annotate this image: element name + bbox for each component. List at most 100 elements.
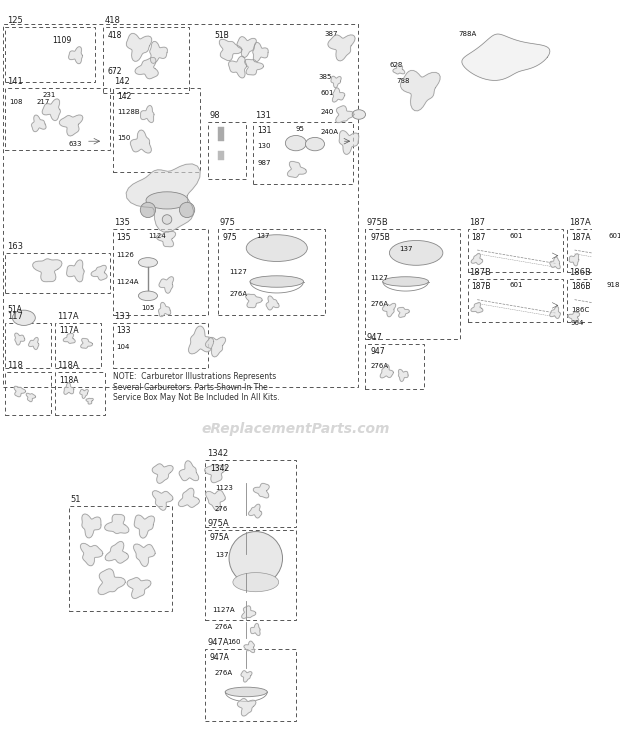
Bar <box>5 323 51 369</box>
Polygon shape <box>568 312 580 322</box>
Bar <box>113 323 208 369</box>
Text: 418: 418 <box>108 32 122 41</box>
Polygon shape <box>42 99 60 121</box>
Text: 1127: 1127 <box>229 269 247 275</box>
Text: 135: 135 <box>115 218 130 227</box>
Text: NOTE:  Carburetor Illustrations Represents
Several Carburetors. Parts Shown In T: NOTE: Carburetor Illustrations Represent… <box>113 372 279 402</box>
Bar <box>5 253 110 293</box>
Polygon shape <box>205 337 226 357</box>
Text: 137: 137 <box>256 233 269 239</box>
Polygon shape <box>253 483 269 498</box>
Polygon shape <box>249 504 262 518</box>
Text: 142: 142 <box>115 77 130 86</box>
Text: 918B: 918B <box>606 283 620 289</box>
Polygon shape <box>397 307 409 317</box>
Polygon shape <box>26 393 35 402</box>
Polygon shape <box>328 35 355 61</box>
Polygon shape <box>86 398 93 404</box>
Polygon shape <box>237 37 256 58</box>
Polygon shape <box>241 670 252 682</box>
Polygon shape <box>245 59 264 75</box>
Text: 117A: 117A <box>57 312 79 320</box>
Bar <box>253 122 353 184</box>
Bar <box>208 122 246 179</box>
Ellipse shape <box>352 110 366 119</box>
Polygon shape <box>179 461 199 481</box>
Polygon shape <box>401 70 440 111</box>
Text: 187: 187 <box>471 233 486 242</box>
Polygon shape <box>188 326 214 354</box>
Polygon shape <box>237 699 256 716</box>
Text: 788: 788 <box>396 78 410 84</box>
Text: 51A: 51A <box>7 306 22 314</box>
Text: 118A: 118A <box>57 361 79 370</box>
Text: 187B: 187B <box>469 268 492 277</box>
Bar <box>218 229 324 315</box>
Text: 98: 98 <box>210 111 221 120</box>
Polygon shape <box>29 337 39 349</box>
Text: 137: 137 <box>215 551 228 558</box>
Bar <box>467 229 563 272</box>
Text: 276A: 276A <box>370 363 389 369</box>
Polygon shape <box>63 334 75 343</box>
Bar <box>113 229 208 315</box>
Polygon shape <box>550 257 560 269</box>
Text: 186B: 186B <box>571 283 590 292</box>
Polygon shape <box>60 115 83 136</box>
Polygon shape <box>141 106 154 123</box>
Polygon shape <box>152 464 173 483</box>
Text: 276A: 276A <box>215 624 233 630</box>
Ellipse shape <box>229 531 283 585</box>
Text: 975B: 975B <box>366 218 388 227</box>
Polygon shape <box>91 266 107 280</box>
Polygon shape <box>393 64 405 74</box>
Polygon shape <box>153 491 173 511</box>
Text: 1109: 1109 <box>53 36 72 45</box>
Text: 601: 601 <box>510 283 523 289</box>
Ellipse shape <box>233 573 279 592</box>
Polygon shape <box>380 365 393 378</box>
Bar <box>365 343 423 389</box>
Text: 975B: 975B <box>370 233 390 242</box>
Bar <box>69 506 172 610</box>
Text: 672: 672 <box>108 67 122 75</box>
Polygon shape <box>14 386 25 397</box>
Bar <box>205 649 296 721</box>
Polygon shape <box>462 34 550 81</box>
Text: 633: 633 <box>69 141 82 147</box>
Polygon shape <box>471 303 483 313</box>
Bar <box>5 27 95 82</box>
Ellipse shape <box>225 687 267 696</box>
Polygon shape <box>471 254 483 264</box>
Text: 987: 987 <box>258 161 271 167</box>
Polygon shape <box>98 569 125 595</box>
Bar <box>103 27 189 93</box>
Text: 1123: 1123 <box>215 485 232 491</box>
Polygon shape <box>550 306 560 318</box>
Bar <box>218 151 224 161</box>
Bar <box>113 88 200 172</box>
Text: 947A: 947A <box>210 653 230 662</box>
Text: 1124A: 1124A <box>117 279 139 285</box>
Polygon shape <box>250 623 260 636</box>
Bar <box>55 323 101 369</box>
Text: 187A: 187A <box>571 233 590 242</box>
Text: 118A: 118A <box>59 376 79 385</box>
Polygon shape <box>205 465 226 482</box>
Ellipse shape <box>140 202 156 218</box>
Ellipse shape <box>138 258 157 267</box>
Text: 118: 118 <box>7 361 22 370</box>
Text: 160: 160 <box>227 639 241 645</box>
Polygon shape <box>134 515 154 538</box>
Polygon shape <box>246 294 262 308</box>
Polygon shape <box>126 164 200 232</box>
Polygon shape <box>135 58 158 79</box>
Ellipse shape <box>250 276 304 287</box>
Text: 186B: 186B <box>569 268 591 277</box>
Text: 187: 187 <box>469 218 485 227</box>
Polygon shape <box>339 130 359 155</box>
Text: 240A: 240A <box>321 129 339 135</box>
Polygon shape <box>81 543 103 566</box>
Bar <box>205 460 296 527</box>
Polygon shape <box>159 277 174 293</box>
